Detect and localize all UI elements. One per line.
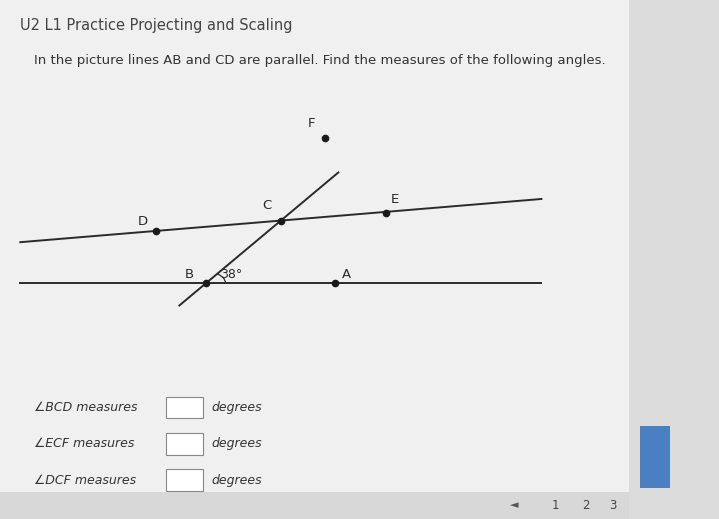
Text: ∠ECF measures: ∠ECF measures (34, 437, 134, 450)
FancyBboxPatch shape (166, 433, 203, 455)
Text: 3: 3 (609, 499, 616, 512)
Text: ∠BCD measures: ∠BCD measures (34, 401, 137, 414)
Text: In the picture lines AB and CD are parallel. Find the measures of the following : In the picture lines AB and CD are paral… (34, 54, 605, 67)
FancyBboxPatch shape (166, 397, 203, 418)
Text: ∠DCF measures: ∠DCF measures (34, 473, 136, 487)
Text: E: E (391, 193, 400, 206)
Text: A: A (342, 268, 351, 281)
Text: ◄: ◄ (510, 500, 518, 511)
FancyBboxPatch shape (0, 492, 629, 519)
Text: F: F (308, 117, 316, 130)
Text: U2 L1 Practice Projecting and Scaling: U2 L1 Practice Projecting and Scaling (20, 18, 293, 33)
Text: C: C (262, 199, 271, 212)
Text: 1: 1 (551, 499, 559, 512)
Text: 38°: 38° (220, 268, 242, 281)
FancyBboxPatch shape (166, 469, 203, 491)
Text: degrees: degrees (211, 401, 262, 414)
FancyBboxPatch shape (0, 0, 629, 519)
Text: B: B (185, 268, 194, 281)
FancyBboxPatch shape (639, 426, 670, 488)
FancyBboxPatch shape (633, 0, 677, 519)
Text: D: D (137, 215, 147, 228)
Text: 2: 2 (582, 499, 589, 512)
Text: degrees: degrees (211, 473, 262, 487)
Text: degrees: degrees (211, 437, 262, 450)
